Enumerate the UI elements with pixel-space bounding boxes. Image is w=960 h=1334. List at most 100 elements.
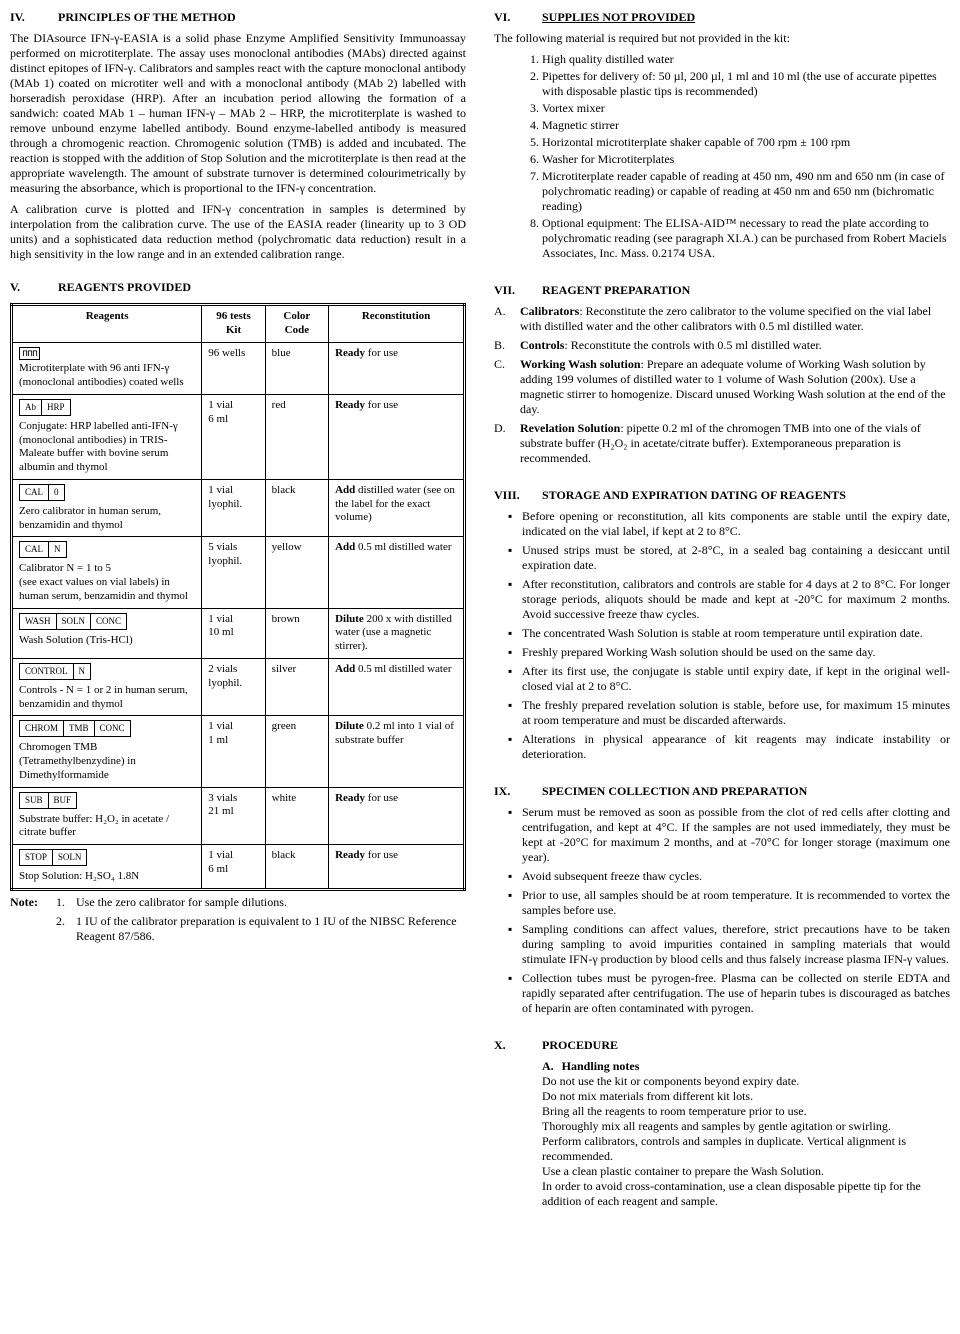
color-cell: black [265,479,328,537]
recon-cell: Ready for use [329,787,465,845]
recon-cell: Ready for use [329,342,465,394]
supplies-list: High quality distilled waterPipettes for… [494,52,950,261]
color-cell: green [265,716,328,787]
section-x-head: X. PROCEDURE [494,1038,950,1053]
color-cell: black [265,845,328,890]
left-column: IV. PRINCIPLES OF THE METHOD The DIAsour… [10,6,466,1314]
reagent-desc: Substrate buffer: H₂O₂ in acetate / citr… [19,813,195,841]
page: IV. PRINCIPLES OF THE METHOD The DIAsour… [0,0,960,1334]
table-row: STOPSOLNStop Solution: H₂SO₄ 1.8N1 vial6… [12,845,465,890]
list-item: Alterations in physical appearance of ki… [508,732,950,762]
procedure-line: Bring all the reagents to room temperatu… [542,1104,950,1119]
list-item: Optional equipment: The ELISA-AID™ neces… [542,216,950,261]
table-row: CONTROLNControls - N = 1 or 2 in human s… [12,658,465,716]
table-row: пппMicrotiterplate with 96 anti IFN-γ (m… [12,342,465,394]
section-title: STORAGE AND EXPIRATION DATING OF REAGENT… [542,488,846,503]
col-recon: Reconstitution [329,305,465,343]
list-item: Microtiterplate reader capable of readin… [542,169,950,214]
section-title: PRINCIPLES OF THE METHOD [58,10,236,25]
sub-title: Handling notes [562,1059,640,1074]
col-color: Color Code [265,305,328,343]
reagent-prep-list: A.Calibrators: Reconstitute the zero cal… [494,304,950,466]
table-row: CALN Calibrator N = 1 to 5(see exact valu… [12,537,465,608]
list-item: After reconstitution, calibrators and co… [508,577,950,622]
section-number: VII. [494,283,522,298]
section-iv-head: IV. PRINCIPLES OF THE METHOD [10,10,466,25]
storage-list: Before opening or reconstitution, all ki… [494,509,950,762]
kit-cell: 1 vial lyophil. [202,479,265,537]
table-row: WASHSOLNCONCWash Solution (Tris-HCl)1 vi… [12,608,465,658]
specimen-list: Serum must be removed as soon as possibl… [494,805,950,1016]
reagent-desc: Chromogen TMB (Tetramethylbenzydine) in … [19,741,195,782]
col-kit: 96 tests Kit [202,305,265,343]
list-item: Horizontal microtiterplate shaker capabl… [542,135,950,150]
section-title: SUPPLIES NOT PROVIDED [542,10,695,25]
list-item: B.Controls: Reconstitute the controls wi… [494,338,950,353]
section-v-head: V. REAGENTS PROVIDED [10,280,466,295]
reagent-box-icon: STOPSOLN [19,849,87,866]
list-item: Serum must be removed as soon as possibl… [508,805,950,865]
section-vi-body: The following material is required but n… [542,31,950,261]
procedure-line: In order to avoid cross-contamination, u… [542,1179,950,1209]
section-number: VIII. [494,488,522,503]
procedure-line: Use a clean plastic container to prepare… [542,1164,950,1179]
list-item: C.Working Wash solution: Prepare an adeq… [494,357,950,417]
reagent-box-icon: WASHSOLNCONC [19,613,127,630]
sub-letter: A. [542,1059,554,1074]
kit-cell: 3 vials21 ml [202,787,265,845]
supplies-intro: The following material is required but n… [494,31,950,46]
section-x-body: A. Handling notes Do not use the kit or … [542,1059,950,1209]
recon-cell: Ready for use [329,845,465,890]
reagent-box-icon: CALN [19,541,67,558]
section-number: VI. [494,10,522,25]
procedure-line: Do not use the kit or components beyond … [542,1074,950,1089]
kit-cell: 96 wells [202,342,265,394]
handling-notes: Do not use the kit or components beyond … [542,1074,950,1209]
color-cell: yellow [265,537,328,608]
list-item: Freshly prepared Working Wash solution s… [508,645,950,660]
recon-cell: Add 0.5 ml distilled water [329,537,465,608]
section-number: IV. [10,10,38,25]
list-item: Magnetic stirrer [542,118,950,133]
list-item: Sampling conditions can affect values, t… [508,922,950,967]
note-text: 1 IU of the calibrator preparation is eq… [76,914,466,944]
section-title: PROCEDURE [542,1038,618,1053]
reagent-desc: Conjugate: HRP labelled anti-IFN-γ (mono… [19,420,195,475]
reagent-desc: Calibrator N = 1 to 5(see exact values o… [19,562,195,603]
color-cell: blue [265,342,328,394]
reagent-box-icon: CHROMTMBCONC [19,720,131,737]
kit-cell: 2 vials lyophil. [202,658,265,716]
list-item: Vortex mixer [542,101,950,116]
recon-cell: Dilute 0.2 ml into 1 vial of substrate b… [329,716,465,787]
reagent-desc: Controls - N = 1 or 2 in human serum, be… [19,684,195,712]
reagent-desc: Stop Solution: H₂SO₄ 1.8N [19,870,195,884]
list-item: Collection tubes must be pyrogen-free. P… [508,971,950,1016]
reagents-table: Reagents 96 tests Kit Color Code Reconst… [10,303,466,891]
section-iv-p1: The DIAsource IFN-γ-EASIA is a solid pha… [10,31,466,196]
note-2: 2. 1 IU of the calibrator preparation is… [10,914,466,944]
section-title: SPECIMEN COLLECTION AND PREPARATION [542,784,807,799]
list-item: A.Calibrators: Reconstitute the zero cal… [494,304,950,334]
procedure-subhead: A. Handling notes [542,1059,950,1074]
section-number: X. [494,1038,522,1053]
procedure-line: Perform calibrators, controls and sample… [542,1134,950,1164]
section-number: V. [10,280,38,295]
reagent-desc: Microtiterplate with 96 anti IFN-γ (mono… [19,362,195,390]
reagent-box-icon: AbHRP [19,399,71,416]
recon-cell: Add distilled water (see on the label fo… [329,479,465,537]
list-item: Avoid subsequent freeze thaw cycles. [508,869,950,884]
color-cell: silver [265,658,328,716]
section-iv-p2: A calibration curve is plotted and IFN-γ… [10,202,466,262]
kit-cell: 1 vial6 ml [202,394,265,479]
table-row: CAL0Zero calibrator in human serum, benz… [12,479,465,537]
section-number: IX. [494,784,522,799]
list-item: Before opening or reconstitution, all ki… [508,509,950,539]
kit-cell: 1 vial10 ml [202,608,265,658]
list-item: D.Revelation Solution: pipette 0.2 ml of… [494,421,950,466]
list-item: High quality distilled water [542,52,950,67]
reagent-box-icon: CAL0 [19,484,65,501]
table-row: AbHRP Conjugate: HRP labelled anti-IFN-γ … [12,394,465,479]
note-number: 1. [56,895,70,910]
section-viii-head: VIII. STORAGE AND EXPIRATION DATING OF R… [494,488,950,503]
note-1: Note: 1. Use the zero calibrator for sam… [10,895,466,910]
